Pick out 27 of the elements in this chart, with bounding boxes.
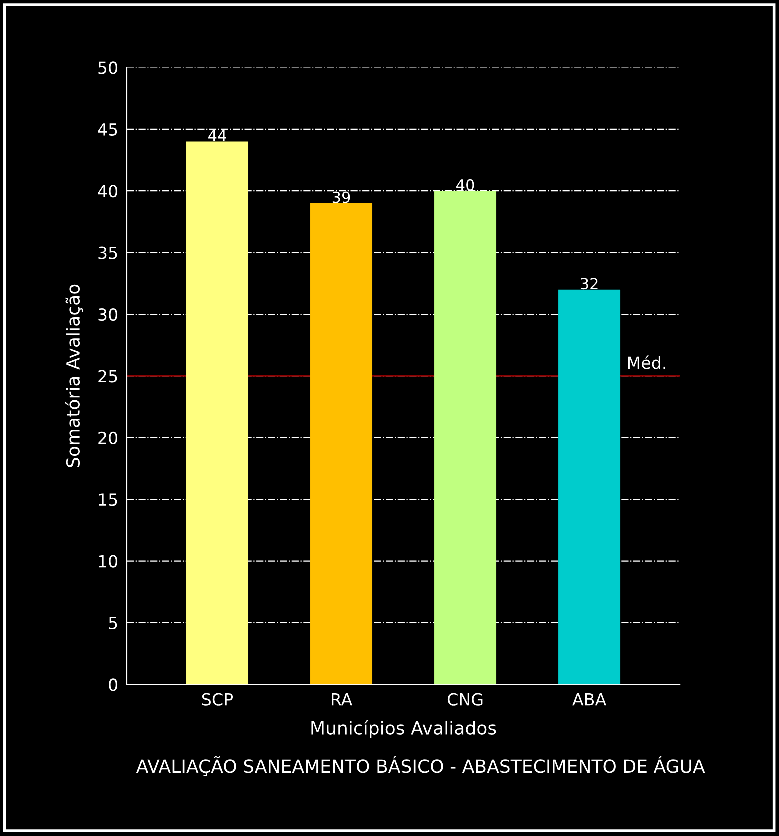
x-tick-label: RA [332, 694, 353, 706]
data-label: 40 [456, 179, 474, 191]
x-tick-label: CNG [448, 693, 483, 706]
y-tick-label: 10 [99, 555, 118, 568]
y-tick-label: 40 [98, 185, 118, 198]
bar [558, 290, 621, 685]
y-axis-title: Somatória Avaliação [65, 284, 84, 468]
data-label: 32 [580, 278, 598, 290]
x-tick-label: ABA [572, 694, 607, 706]
y-tick-label: 0 [109, 678, 118, 692]
x-axis-title: Municípios Avaliados [312, 720, 496, 738]
text: AVALIAÇÃO SANEAMENTO BÁSICO - ABASTECIMENTO DE ÁGUA [136, 756, 706, 776]
y-tick-label: 25 [98, 370, 118, 383]
y-tick-label: 50 [98, 62, 118, 74]
x-tick-label: SCP [202, 693, 234, 706]
bar [434, 191, 497, 685]
ref-line-label: Méd. [628, 356, 666, 370]
bar [186, 142, 249, 685]
y-tick-label: 5 [109, 617, 118, 630]
data-label: 39 [332, 192, 350, 204]
y-tick-label: 35 [98, 246, 118, 260]
y-tick-label: 15 [99, 494, 118, 506]
y-tick-label: 20 [98, 432, 118, 444]
data-label: 44 [208, 130, 226, 142]
y-tick-label: 30 [98, 308, 118, 322]
bar [310, 203, 373, 685]
y-tick-label: 45 [98, 124, 118, 136]
